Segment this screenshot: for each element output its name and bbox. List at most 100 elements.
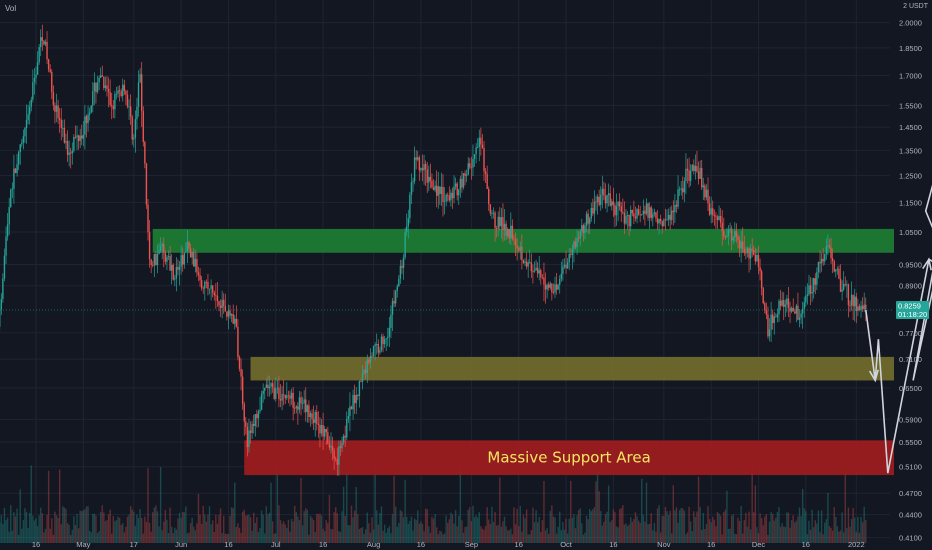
volume-bar (844, 470, 846, 543)
volume-bar (232, 508, 234, 543)
candle-body (598, 196, 600, 205)
candle-body (52, 92, 55, 106)
time-tick-label[interactable]: 2022 (848, 540, 865, 549)
candle-body (860, 305, 862, 310)
time-tick-label[interactable]: 17 (130, 540, 138, 549)
volume-bar (448, 519, 451, 543)
time-tick-label[interactable]: 16 (224, 540, 232, 549)
current-price-tag[interactable] (896, 301, 929, 320)
price-tick-label[interactable]: 1.0500 (899, 228, 922, 237)
candle-body (781, 300, 783, 306)
candle-body (120, 91, 122, 96)
candle-body (551, 283, 553, 293)
volume-bar (625, 523, 627, 543)
time-tick-label[interactable]: 16 (609, 540, 617, 549)
candle-body (84, 116, 86, 135)
volume-bar (191, 517, 193, 543)
price-tick-label[interactable]: 1.7000 (899, 71, 922, 80)
volume-bar (114, 521, 116, 543)
time-tick-label[interactable]: Jul (271, 540, 281, 549)
price-tick-label[interactable]: 1.2500 (899, 171, 922, 180)
candle-body (424, 164, 427, 170)
volume-bar (592, 509, 594, 543)
time-tick-label[interactable]: 16 (319, 540, 327, 549)
time-tick-label[interactable]: Oct (560, 540, 573, 549)
time-tick-label[interactable]: Sep (465, 540, 478, 549)
time-tick-label[interactable]: 16 (417, 540, 425, 549)
candle-body (489, 204, 492, 214)
volume-bar (213, 531, 215, 543)
candle-body (467, 163, 469, 175)
time-tick-label[interactable]: Aug (367, 540, 380, 549)
price-tick-label[interactable]: 0.9500 (899, 261, 922, 270)
time-tick-label[interactable]: Dec (752, 540, 766, 549)
time-tick-label[interactable]: 16 (515, 540, 523, 549)
candle-body (469, 163, 471, 168)
price-tick-label[interactable]: 0.7100 (899, 355, 922, 364)
candle-body (642, 210, 645, 215)
volume-bar (85, 506, 88, 543)
candle-body (721, 222, 723, 232)
volume-bar (36, 526, 39, 543)
candle-body (499, 216, 501, 227)
price-tick-label[interactable]: 1.4500 (899, 123, 922, 132)
price-tick-label[interactable]: 1.3500 (899, 146, 922, 155)
time-tick-label[interactable]: May (76, 540, 90, 549)
volume-bar (451, 514, 454, 543)
volume-bar (735, 534, 738, 543)
volume-bar (811, 509, 813, 543)
price-tick-label[interactable]: 2.0000 (899, 19, 922, 28)
candle-body (300, 397, 302, 404)
candle-body (636, 209, 638, 219)
candle-body (137, 82, 140, 107)
candle-body (451, 192, 454, 199)
time-tick-label[interactable]: 16 (32, 540, 40, 549)
candle-body (218, 301, 220, 306)
candle-body (85, 116, 88, 124)
candle-body (407, 218, 409, 227)
time-tick-label[interactable]: Nov (657, 540, 671, 549)
candle-body (846, 284, 848, 286)
volume-bar (71, 529, 73, 543)
candle-body (470, 167, 473, 169)
price-tick-label[interactable]: 0.5100 (899, 463, 922, 472)
price-tick-label[interactable]: 0.5500 (899, 438, 922, 447)
price-tick-label[interactable]: 0.6500 (899, 384, 922, 393)
volume-bar (109, 509, 111, 543)
volume-bar (697, 476, 700, 543)
candle-body (790, 307, 793, 312)
candle-body (177, 267, 179, 270)
candle-body (849, 305, 851, 306)
candle-body (3, 255, 6, 279)
volume-bar (677, 522, 679, 543)
candle-body (81, 135, 83, 139)
time-tick-label[interactable]: 16 (707, 540, 715, 549)
price-tick-label[interactable]: 0.7700 (899, 329, 922, 338)
candle-body (850, 294, 853, 306)
candle-body (415, 157, 417, 160)
price-axis[interactable]: 2.0000 1.8500 1.7000 1.5500 1.4500 1.3500 1.25… (896, 19, 929, 543)
price-tick-label[interactable]: 1.8500 (899, 44, 922, 53)
time-axis[interactable]: 16 May 17 Jun 16 Jul 16 Aug 16 Sep 16 Oct 16 Nov 16 Dec… (32, 540, 865, 549)
volume-bar (480, 526, 482, 543)
candle-body (21, 142, 23, 145)
candle-body (858, 306, 861, 310)
volume-bar (513, 507, 515, 543)
price-tick-label[interactable]: 0.8900 (899, 282, 922, 291)
volume-bar (637, 520, 640, 543)
volume-bar (333, 512, 335, 543)
candle-body (254, 414, 256, 426)
price-tick-label[interactable]: 0.4100 (899, 534, 922, 543)
candle-body (633, 213, 635, 217)
volume-bar (483, 529, 485, 543)
volume-bar (210, 524, 212, 543)
time-tick-label[interactable]: Jun (175, 540, 187, 549)
price-tick-label[interactable]: 1.1500 (899, 198, 922, 207)
price-tick-label[interactable]: 0.4400 (899, 511, 922, 520)
price-tick-label[interactable]: 0.4700 (899, 489, 922, 498)
price-tick-label[interactable]: 0.5900 (899, 415, 922, 424)
price-tick-label[interactable]: 1.5500 (899, 101, 922, 110)
candle-body (240, 368, 242, 377)
time-tick-label[interactable]: 16 (802, 540, 810, 549)
